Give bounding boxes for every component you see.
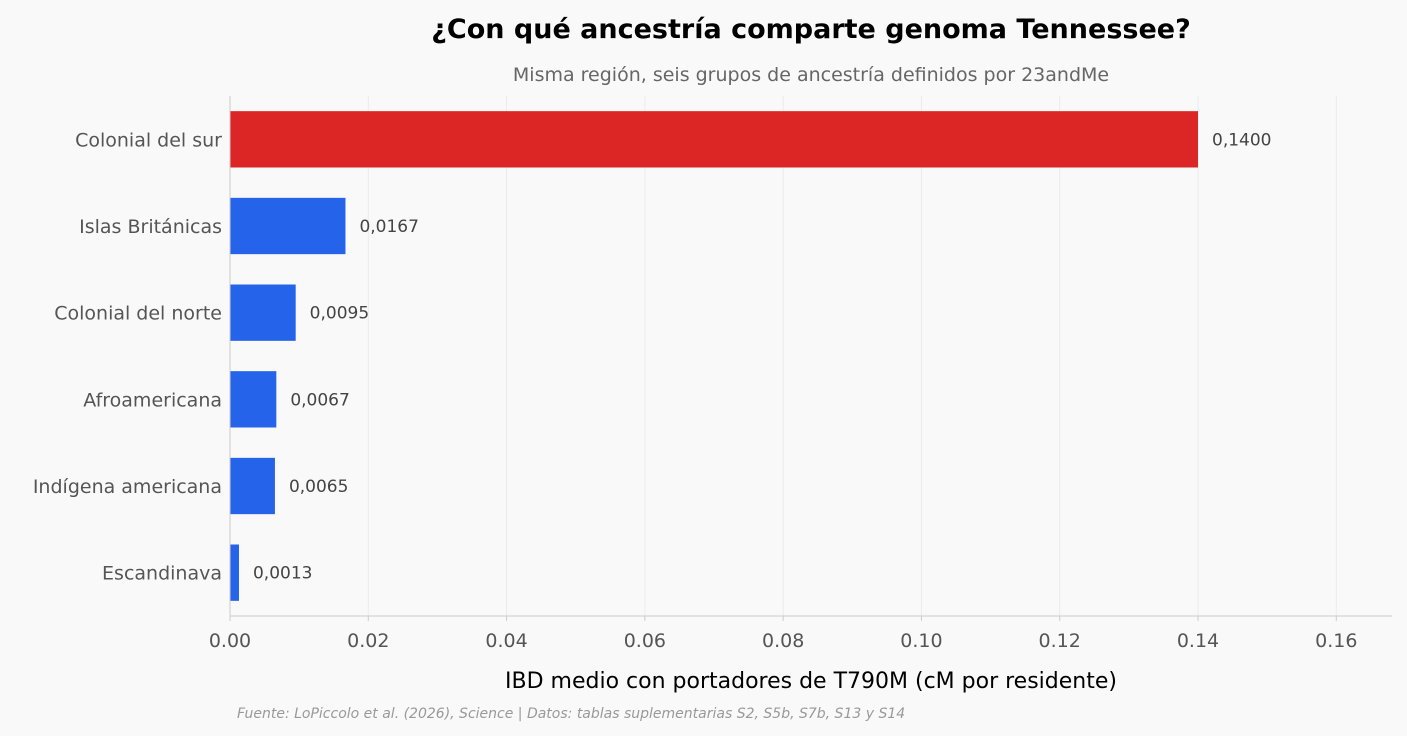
- category-label: Colonial del norte: [54, 303, 222, 325]
- category-label: Escandinava: [102, 563, 222, 585]
- category-label: Indígena americana: [33, 476, 222, 498]
- value-label: 0,0095: [310, 304, 369, 324]
- value-label: 0,0065: [289, 477, 348, 497]
- category-label: Islas Británicas: [79, 216, 222, 238]
- x-tick-label: 0.06: [624, 630, 666, 652]
- x-tick-label: 0.16: [1315, 630, 1357, 652]
- bar: [230, 457, 275, 515]
- bar: [230, 111, 1198, 168]
- x-tick-label: 0.12: [1039, 630, 1081, 652]
- x-tick-label: 0.10: [900, 630, 942, 652]
- bar: [230, 371, 277, 428]
- bars-group: Colonial del sur 0,1400 Islas Británicas 0,…: [33, 111, 1271, 601]
- value-label: 0,0067: [290, 390, 349, 410]
- value-label: 0,0167: [359, 217, 418, 237]
- value-label: 0,1400: [1212, 130, 1271, 150]
- chart-title: ¿Con qué ancestría comparte genoma Tenne…: [431, 14, 1191, 45]
- bar: [230, 197, 346, 255]
- grid-lines: [367, 96, 1337, 616]
- category-label: Colonial del sur: [75, 129, 222, 151]
- x-tick-label: 0.00: [209, 630, 251, 652]
- x-axis-label: IBD medio con portadores de T790M (cM po…: [505, 669, 1117, 694]
- chart-subtitle: Misma región, seis grupos de ancestría d…: [513, 64, 1109, 86]
- source-note: Fuente: LoPiccolo et al. (2026), Science…: [237, 706, 905, 722]
- x-tick-label: 0.02: [347, 630, 389, 652]
- value-label: 0,0013: [253, 564, 312, 584]
- x-tick-label: 0.04: [485, 630, 527, 652]
- x-tick-label: 0.14: [1177, 630, 1219, 652]
- bar: [230, 284, 296, 341]
- bar: [230, 544, 239, 601]
- x-ticks-group: 0.00 0.02 0.04 0.06 0.08 0.10 0.12 0.14 0.16: [209, 616, 1357, 652]
- x-tick-label: 0.08: [762, 630, 804, 652]
- category-label: Afroamericana: [83, 389, 222, 411]
